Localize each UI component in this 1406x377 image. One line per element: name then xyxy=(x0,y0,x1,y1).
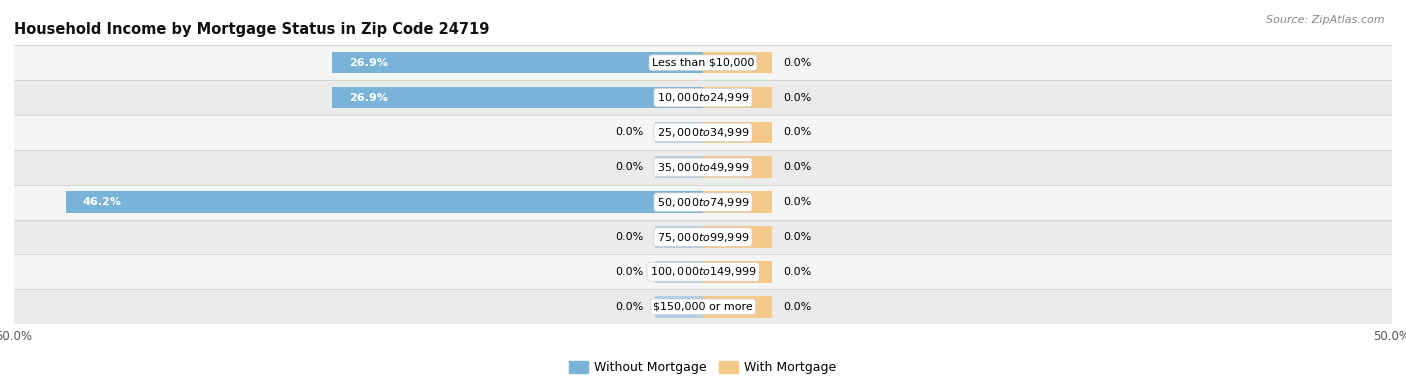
Text: 0.0%: 0.0% xyxy=(616,162,644,172)
Text: 0.0%: 0.0% xyxy=(783,92,811,103)
Text: 0.0%: 0.0% xyxy=(616,127,644,138)
Text: $100,000 to $149,999: $100,000 to $149,999 xyxy=(650,265,756,278)
Text: $150,000 or more: $150,000 or more xyxy=(654,302,752,312)
Bar xyxy=(14,185,1392,219)
Text: $25,000 to $34,999: $25,000 to $34,999 xyxy=(657,126,749,139)
Text: Less than $10,000: Less than $10,000 xyxy=(652,58,754,68)
Bar xyxy=(703,87,772,108)
Text: 0.0%: 0.0% xyxy=(783,267,811,277)
Bar xyxy=(332,52,703,74)
Bar xyxy=(703,192,772,213)
Text: 0.0%: 0.0% xyxy=(616,302,644,312)
Bar xyxy=(655,156,703,178)
Bar xyxy=(14,115,1392,150)
Text: Household Income by Mortgage Status in Zip Code 24719: Household Income by Mortgage Status in Z… xyxy=(14,22,489,37)
Text: 0.0%: 0.0% xyxy=(783,197,811,207)
Text: $75,000 to $99,999: $75,000 to $99,999 xyxy=(657,231,749,244)
Text: 0.0%: 0.0% xyxy=(616,232,644,242)
Text: 26.9%: 26.9% xyxy=(349,92,388,103)
Bar xyxy=(14,45,1392,80)
Bar xyxy=(703,261,772,283)
Bar xyxy=(14,150,1392,185)
Bar xyxy=(703,156,772,178)
Bar xyxy=(14,219,1392,254)
Bar xyxy=(703,226,772,248)
Bar xyxy=(655,296,703,317)
Bar xyxy=(14,290,1392,324)
Text: 26.9%: 26.9% xyxy=(349,58,388,68)
Text: 0.0%: 0.0% xyxy=(783,302,811,312)
Bar xyxy=(14,80,1392,115)
Legend: Without Mortgage, With Mortgage: Without Mortgage, With Mortgage xyxy=(564,356,842,377)
Text: Source: ZipAtlas.com: Source: ZipAtlas.com xyxy=(1267,15,1385,25)
Bar xyxy=(14,254,1392,290)
Bar xyxy=(332,87,703,108)
Bar xyxy=(655,226,703,248)
Text: 0.0%: 0.0% xyxy=(783,232,811,242)
Bar xyxy=(655,261,703,283)
Bar xyxy=(703,52,772,74)
Bar xyxy=(655,122,703,143)
Text: 0.0%: 0.0% xyxy=(616,267,644,277)
Text: 46.2%: 46.2% xyxy=(83,197,122,207)
Text: 0.0%: 0.0% xyxy=(783,162,811,172)
Text: 0.0%: 0.0% xyxy=(783,58,811,68)
Bar xyxy=(66,192,703,213)
Text: $50,000 to $74,999: $50,000 to $74,999 xyxy=(657,196,749,208)
Text: $35,000 to $49,999: $35,000 to $49,999 xyxy=(657,161,749,174)
Bar xyxy=(703,296,772,317)
Bar xyxy=(703,122,772,143)
Text: $10,000 to $24,999: $10,000 to $24,999 xyxy=(657,91,749,104)
Text: 0.0%: 0.0% xyxy=(783,127,811,138)
